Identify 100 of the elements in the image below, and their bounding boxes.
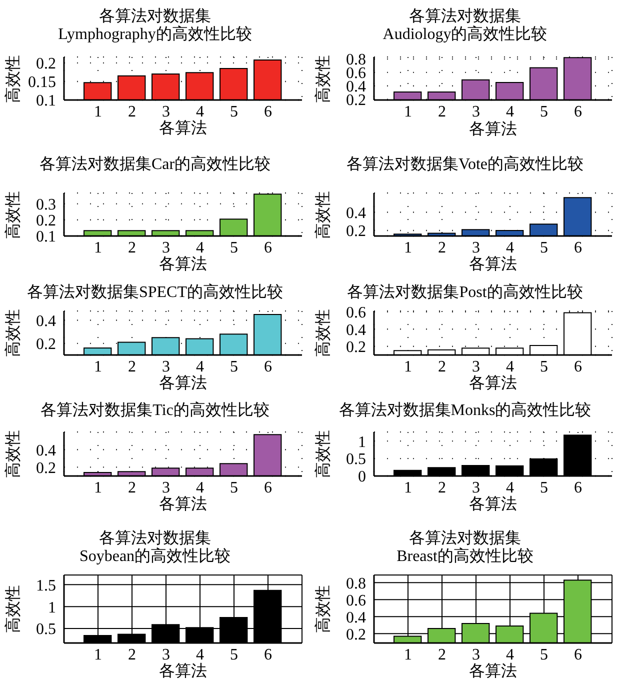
y-axis-title: 高效性: [314, 584, 333, 635]
y-axis-title: 高效性: [4, 190, 23, 240]
x-tick-label: 5: [540, 358, 548, 376]
x-tick-label: 4: [196, 239, 204, 256]
x-tick-label: 2: [438, 103, 446, 120]
x-axis-title: 各算法: [158, 375, 208, 393]
y-tick-label: 0.4: [36, 442, 56, 460]
x-tick-label: 1: [404, 479, 412, 496]
y-tick-label: 0.6: [346, 592, 366, 610]
x-tick-label: 2: [128, 479, 136, 496]
x-tick-label: 1: [94, 646, 102, 664]
x-tick-label: 4: [196, 479, 204, 496]
chart-title: 各算法对数据集Monks的高效性比较: [338, 402, 592, 420]
x-tick-label: 3: [162, 358, 170, 376]
x-tick-label: 5: [230, 479, 238, 496]
x-tick-label: 5: [540, 646, 548, 664]
y-tick-label: 0.2: [346, 223, 366, 240]
y-tick-label: 0.2: [346, 339, 366, 356]
x-tick-label: 3: [162, 646, 170, 664]
y-axis-title: 高效性: [314, 429, 333, 480]
y-tick-label: 0.2: [346, 92, 366, 110]
x-tick-label: 1: [404, 646, 412, 664]
y-axis-title: 高效性: [314, 308, 333, 359]
chart-title: 各算法对数据集Vote的高效性比较: [345, 156, 585, 174]
x-tick-label: 2: [128, 103, 136, 120]
x-tick-label: 6: [264, 103, 272, 120]
y-tick-label: 0.2: [36, 212, 56, 230]
x-tick-label: 3: [472, 103, 480, 120]
y-axis-title: 高效性: [314, 190, 333, 240]
x-tick-label: 2: [128, 239, 136, 256]
x-axis-title: 各算法: [158, 256, 208, 274]
y-tick-label: 0.2: [346, 626, 366, 644]
x-axis-title: 各算法: [468, 256, 518, 274]
x-axis-title: 各算法: [468, 496, 518, 514]
y-tick-label: 0.4: [346, 609, 366, 626]
y-tick-label: 0.5: [36, 621, 56, 638]
x-tick-label: 2: [438, 646, 446, 664]
x-tick-label: 1: [404, 358, 412, 376]
chart-title: 各算法对数据集 Lymphography的高效性比较: [57, 8, 253, 44]
x-tick-label: 1: [94, 103, 102, 120]
x-tick-label: 5: [230, 646, 238, 664]
y-tick-label: 0.15: [28, 74, 56, 92]
x-tick-label: 3: [472, 646, 480, 664]
x-tick-label: 6: [574, 239, 582, 256]
x-tick-label: 2: [128, 358, 136, 376]
x-tick-label: 3: [162, 479, 170, 496]
chart-title: 各算法对数据集 Audiology的高效性比较: [382, 8, 548, 44]
chart-title: 各算法对数据集Car的高效性比较: [38, 156, 272, 174]
x-tick-label: 4: [196, 646, 204, 664]
x-axis-title: 各算法: [468, 375, 518, 393]
x-tick-label: 6: [264, 646, 272, 664]
x-tick-label: 6: [574, 479, 582, 496]
x-tick-label: 4: [506, 479, 514, 496]
x-tick-label: 2: [438, 358, 446, 376]
x-tick-label: 4: [196, 103, 204, 120]
x-tick-label: 1: [94, 358, 102, 376]
y-tick-label: 0.2: [36, 460, 56, 477]
x-tick-label: 4: [506, 103, 514, 120]
y-axis-title: 高效性: [314, 54, 333, 104]
chart-title: 各算法对数据集SPECT的高效性比较: [26, 284, 284, 302]
x-tick-label: 3: [162, 103, 170, 120]
y-tick-label: 0.5: [346, 451, 366, 468]
y-tick-label: 0.1: [36, 92, 56, 110]
x-tick-label: 6: [574, 103, 582, 120]
y-tick-label: 0: [358, 468, 366, 486]
x-tick-label: 2: [438, 239, 446, 256]
x-tick-label: 3: [162, 239, 170, 256]
y-axis-title: 高效性: [4, 429, 23, 480]
x-tick-label: 5: [540, 239, 548, 256]
x-tick-label: 3: [472, 239, 480, 256]
y-axis-title: 高效性: [4, 584, 23, 635]
x-tick-label: 3: [472, 358, 480, 376]
x-tick-label: 4: [506, 646, 514, 664]
y-tick-label: 0.4: [346, 322, 366, 339]
x-tick-label: 6: [264, 479, 272, 496]
x-tick-label: 5: [230, 358, 238, 376]
chart-title: 各算法对数据集 Soybean的高效性比较: [78, 530, 232, 566]
x-tick-label: 2: [438, 479, 446, 496]
x-tick-label: 5: [540, 479, 548, 496]
x-tick-label: 6: [574, 358, 582, 376]
x-tick-label: 4: [506, 239, 514, 256]
y-tick-label: 0.1: [36, 228, 56, 246]
y-axis-title: 高效性: [4, 308, 23, 359]
y-tick-label: 1: [48, 599, 56, 616]
y-tick-label: 0.3: [36, 196, 56, 214]
y-tick-label: 1: [358, 434, 366, 451]
x-axis-title: 各算法: [158, 663, 208, 681]
chart-title: 各算法对数据集Post的高效性比较: [346, 284, 584, 302]
y-axis-title: 高效性: [4, 54, 23, 104]
x-tick-label: 1: [94, 239, 102, 256]
y-tick-label: 0.6: [346, 65, 366, 82]
x-axis-title: 各算法: [158, 496, 208, 514]
x-tick-label: 1: [404, 239, 412, 256]
x-tick-label: 6: [264, 239, 272, 256]
chart-title: 各算法对数据集Tic的高效性比较: [40, 402, 270, 420]
x-axis-title: 各算法: [468, 663, 518, 681]
x-tick-label: 5: [230, 239, 238, 256]
x-axis-title: 各算法: [158, 120, 208, 138]
y-tick-label: 0.4: [346, 204, 366, 222]
y-tick-label: 0.2: [36, 336, 56, 354]
